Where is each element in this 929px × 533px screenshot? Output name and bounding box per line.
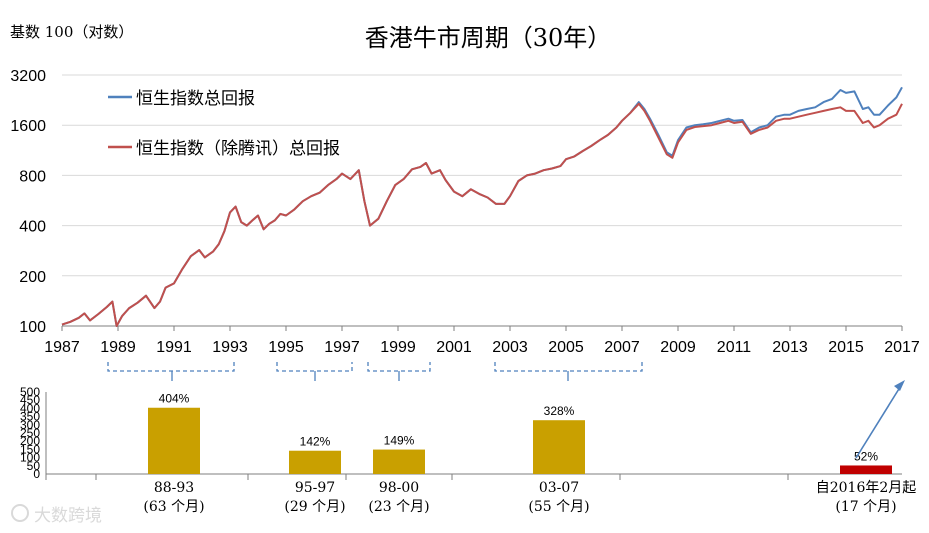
series-lines: [61, 86, 903, 327]
bar-y-tick-label: 50: [27, 459, 41, 473]
bar-88-93: [148, 407, 200, 474]
x-tick-label: 2013: [772, 339, 808, 356]
x-tick-label: 1993: [212, 339, 248, 356]
period-bracket: [276, 362, 353, 372]
bars: [148, 407, 892, 474]
bar-y-tick-label: 500: [20, 385, 40, 399]
y-tick-label: 1600: [10, 118, 46, 135]
y-axis-tick-labels: 100 200 400 800 1600 3200: [10, 68, 46, 336]
bar-y-tick-label: 450: [20, 393, 40, 407]
bar-y-tick-label: 100: [20, 451, 40, 465]
period-brackets: [107, 362, 643, 381]
bar-data-label: 328%: [544, 404, 575, 418]
watermark-text: 大数跨境: [34, 506, 102, 526]
x-tick-label: 2005: [548, 339, 584, 356]
bar-y-tick-label: 350: [20, 410, 40, 424]
y-tick-label: 200: [19, 269, 46, 286]
bar-98-00: [373, 449, 425, 474]
x-tick-label: 1989: [100, 339, 136, 356]
x-axis: [61, 325, 903, 331]
watermark: 大数跨境: [11, 504, 102, 526]
bar-category-label: 自2016年2月起: [816, 480, 917, 496]
period-bracket: [367, 362, 431, 372]
bar-data-label: 142%: [300, 435, 331, 449]
y-tick-label: 3200: [10, 68, 46, 85]
bar-data-labels: 404% 142% 149% 328% 52%: [159, 392, 879, 464]
x-tick-label: 2011: [717, 339, 752, 356]
period-bracket: [494, 362, 643, 372]
trend-arrow: [855, 380, 905, 459]
bar-duration-label: (63 个月): [143, 499, 204, 515]
bar-y-tick-label: 0: [33, 467, 40, 481]
x-tick-label: 2017: [884, 339, 920, 356]
bar-duration-label: (55 个月): [528, 499, 589, 515]
y-tick-label: 800: [19, 168, 46, 185]
bar-y-tick-label: 200: [20, 434, 40, 448]
y-tick-label: 100: [19, 319, 46, 336]
bar-category-label: 95-97: [295, 480, 335, 496]
bar-y-tick-label: 300: [20, 418, 40, 432]
bar-data-label: 404%: [159, 392, 190, 406]
x-tick-label: 2015: [828, 339, 864, 356]
bar-duration-label: (23 个月): [368, 499, 429, 515]
bar-category-labels: 88-93 (63 个月) 95-97 (29 个月) 98-00 (23 个月) 03-0…: [143, 480, 916, 515]
legend: 恒生指数总回报 恒生指数（除腾讯）总回报: [108, 89, 340, 159]
x-tick-label: 1997: [324, 339, 360, 356]
bar-duration-label: (29 个月): [284, 499, 345, 515]
y-tick-label: 400: [19, 219, 46, 236]
bar-95-97: [289, 450, 341, 474]
x-tick-label: 2007: [604, 339, 640, 356]
x-tick-label: 1987: [44, 339, 80, 356]
x-tick-label: 1995: [268, 339, 304, 356]
bar-data-label: 149%: [384, 434, 415, 448]
watermark-logo-icon: [11, 504, 29, 522]
series-line-hsi-ex-tencent: [61, 102, 903, 327]
bar-y-tick-label: 150: [20, 442, 40, 456]
bar-y-tick-label: 250: [20, 426, 40, 440]
x-tick-label: 1999: [380, 339, 416, 356]
legend-label-hsi-ex-tencent: 恒生指数（除腾讯）总回报: [136, 139, 340, 159]
legend-label-hsi: 恒生指数总回报: [136, 89, 255, 109]
x-tick-label: 1991: [156, 339, 192, 356]
x-axis-tick-labels: 1987 1989 1991 1993 1995 1997 1999 2001 2003 2005…: [44, 339, 920, 356]
bar-category-label: 03-07: [539, 480, 579, 496]
gridlines: [62, 74, 902, 327]
bar-category-label: 88-93: [154, 480, 194, 496]
x-tick-label: 2009: [660, 339, 696, 356]
x-tick-label: 2001: [436, 339, 472, 356]
chart-title: 香港牛市周期（30年）: [365, 24, 612, 52]
bar-03-07: [533, 420, 585, 474]
bar-自2016年2月起: [840, 465, 892, 474]
bar-y-tick-label: 400: [20, 401, 40, 415]
bar-data-label: 52%: [854, 449, 878, 463]
series-line-hsi: [61, 86, 903, 327]
bar-category-label: 98-00: [379, 480, 419, 496]
x-tick-label: 2003: [492, 339, 528, 356]
y-axis-note: 基数 100（对数）: [10, 23, 133, 41]
bar-duration-label: (17 个月): [835, 499, 896, 515]
period-bracket: [107, 362, 235, 372]
